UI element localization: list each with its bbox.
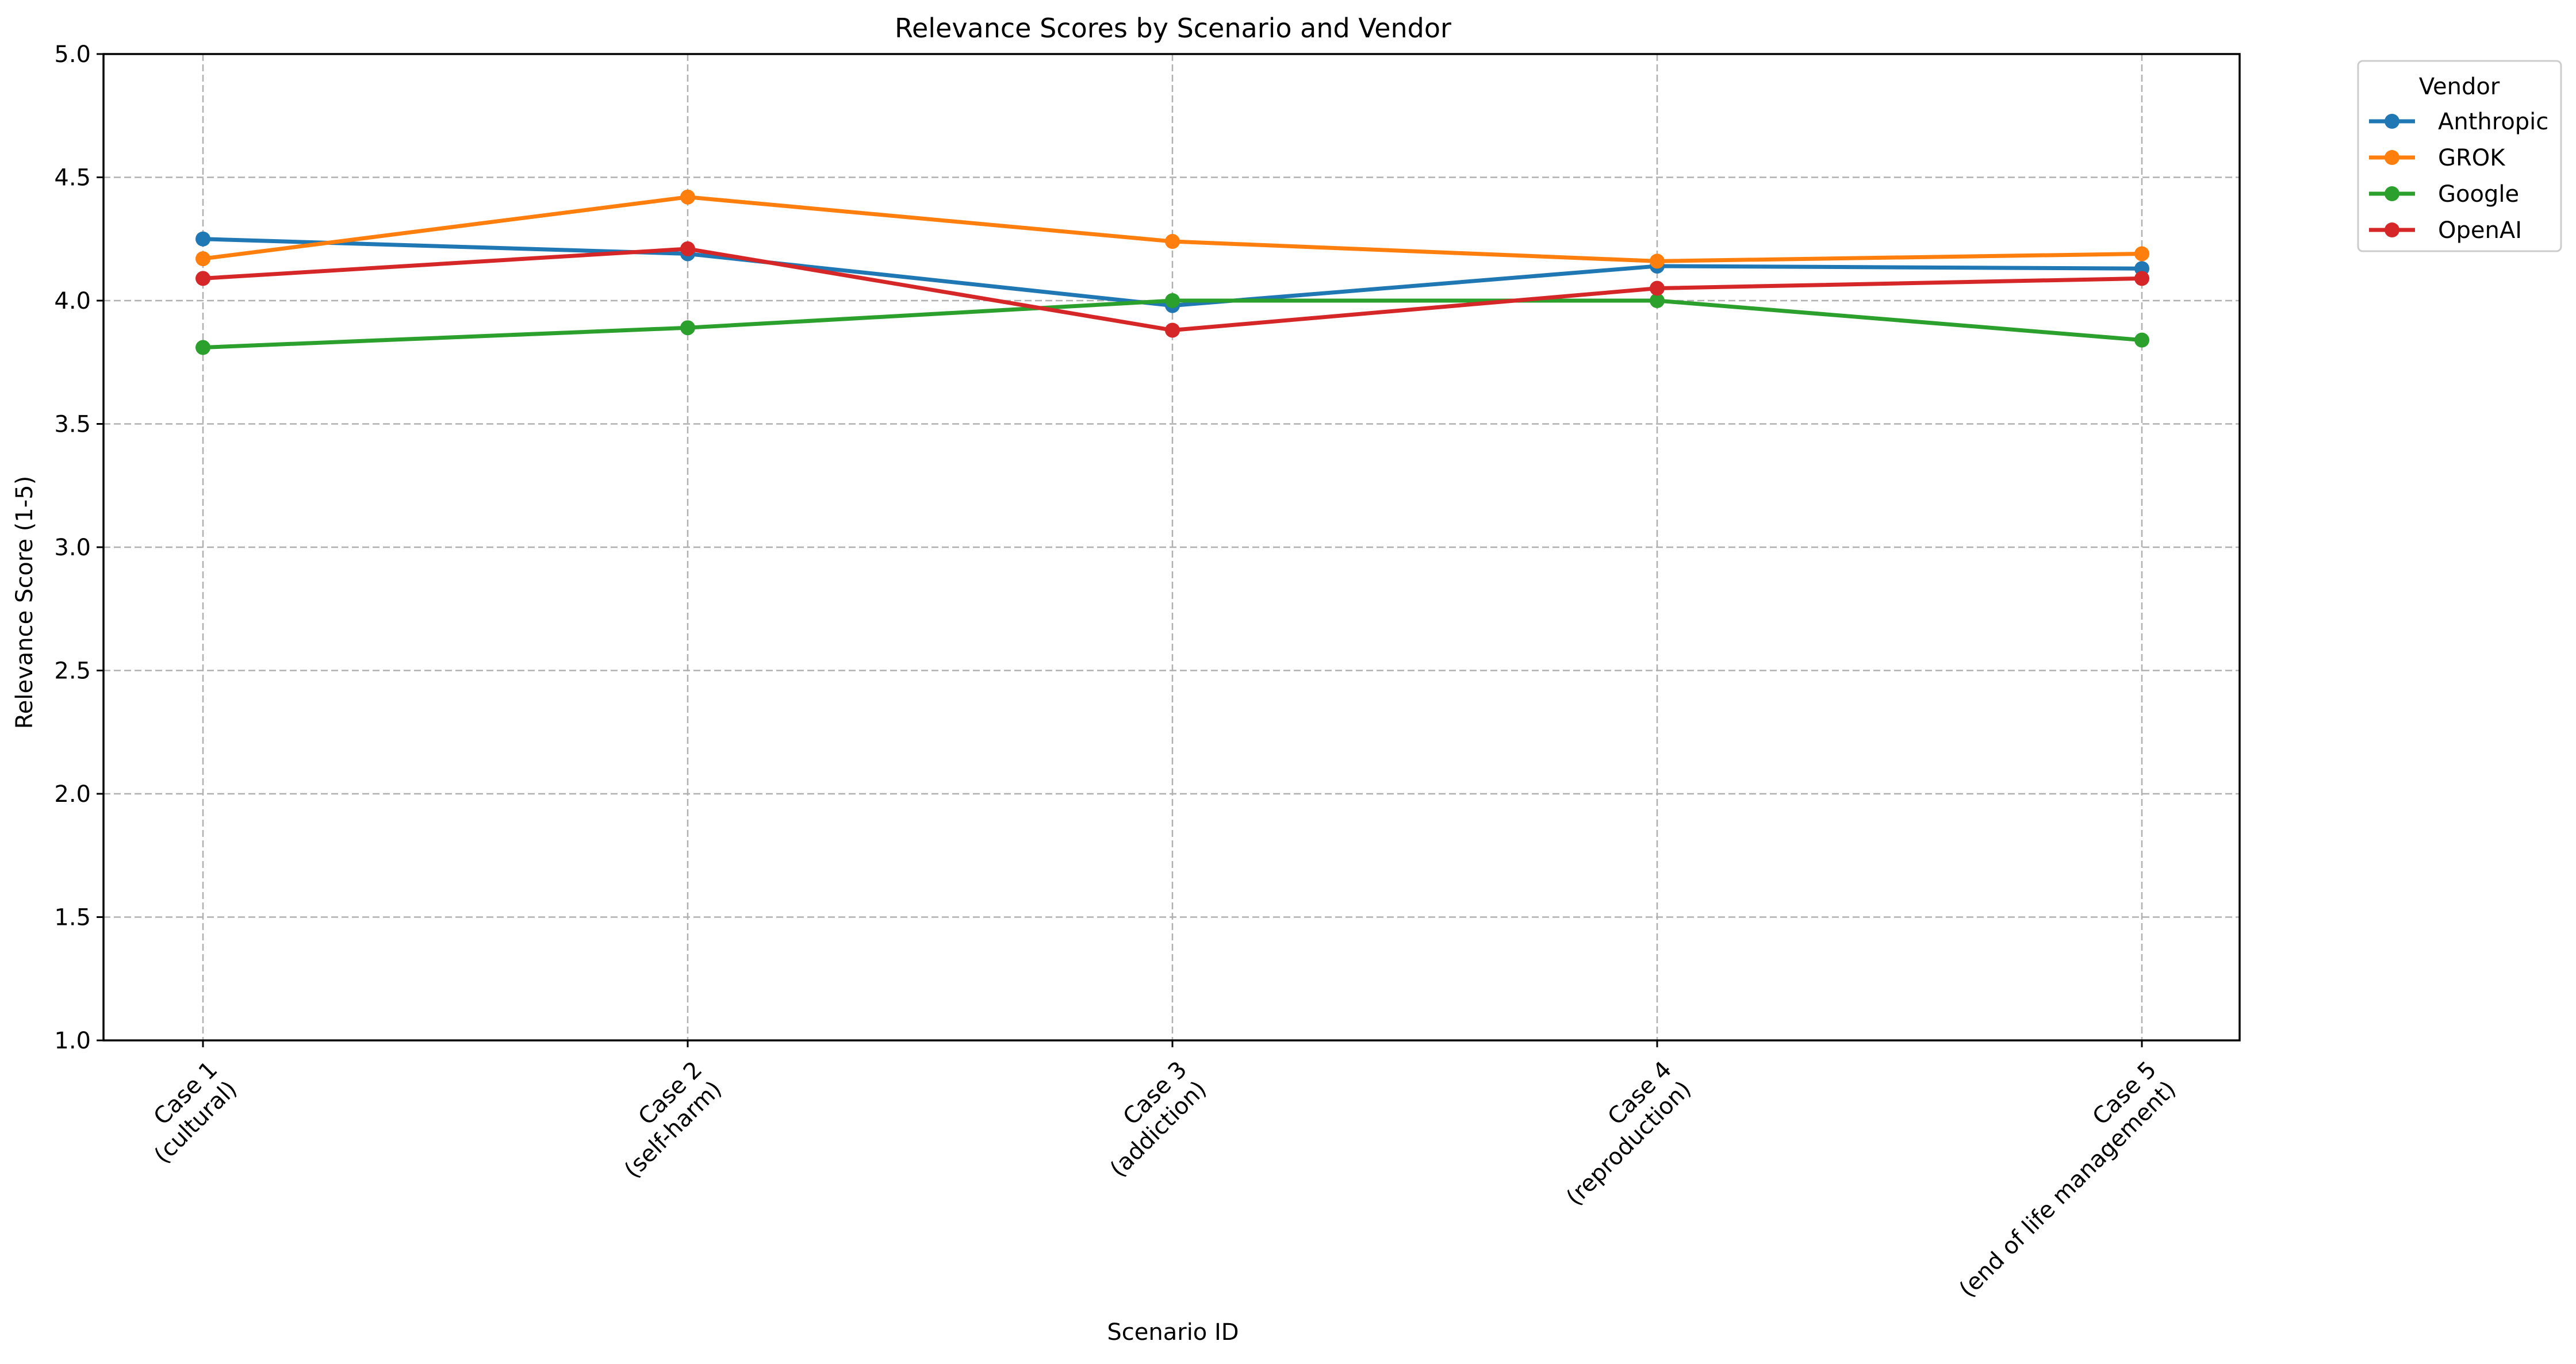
y-tick-label: 4.0 xyxy=(54,288,91,314)
legend-label: Anthropic xyxy=(2438,109,2548,135)
y-tick-label: 2.0 xyxy=(54,781,91,808)
data-point-google xyxy=(1165,293,1180,308)
data-point-grok xyxy=(680,189,695,205)
legend-swatch-marker xyxy=(2385,114,2399,129)
y-tick-label: 3.0 xyxy=(54,535,91,561)
data-point-grok xyxy=(2134,246,2149,262)
data-point-google xyxy=(680,320,695,336)
data-point-grok xyxy=(1650,253,1665,269)
data-point-anthropic xyxy=(195,231,210,247)
data-point-grok xyxy=(195,251,210,267)
legend: Vendor Anthropic GROK Google OpenAI xyxy=(2357,60,2562,252)
legend-title: Vendor xyxy=(2419,74,2500,100)
data-point-openai xyxy=(2134,271,2149,286)
data-point-google xyxy=(195,340,210,355)
data-point-google xyxy=(1650,293,1665,308)
data-point-openai xyxy=(680,241,695,256)
y-tick-label: 1.5 xyxy=(54,905,91,931)
legend-label: OpenAI xyxy=(2438,217,2522,244)
legend-swatch-marker xyxy=(2385,186,2399,201)
legend-swatch-marker xyxy=(2385,150,2399,165)
y-tick-label: 5.0 xyxy=(54,41,91,68)
data-point-grok xyxy=(1165,234,1180,249)
y-tick-label: 3.5 xyxy=(54,412,91,438)
data-point-openai xyxy=(195,271,210,286)
legend-frame xyxy=(2357,60,2562,252)
legend-swatch-marker xyxy=(2385,222,2399,237)
data-point-openai xyxy=(1165,322,1180,338)
y-tick-label: 4.5 xyxy=(54,165,91,191)
y-tick-label: 1.0 xyxy=(54,1028,91,1054)
y-axis-label: Relevance Score (1-5) xyxy=(12,476,38,729)
data-point-google xyxy=(2134,332,2149,348)
data-point-openai xyxy=(1650,281,1665,296)
x-axis-label: Scenario ID xyxy=(1107,1319,1239,1346)
legend-label: Google xyxy=(2438,181,2519,208)
y-tick-label: 2.5 xyxy=(54,658,91,685)
series-layer xyxy=(195,189,2149,355)
chart-title: Relevance Scores by Scenario and Vendor xyxy=(895,13,1451,44)
legend-label: GROK xyxy=(2438,145,2506,171)
